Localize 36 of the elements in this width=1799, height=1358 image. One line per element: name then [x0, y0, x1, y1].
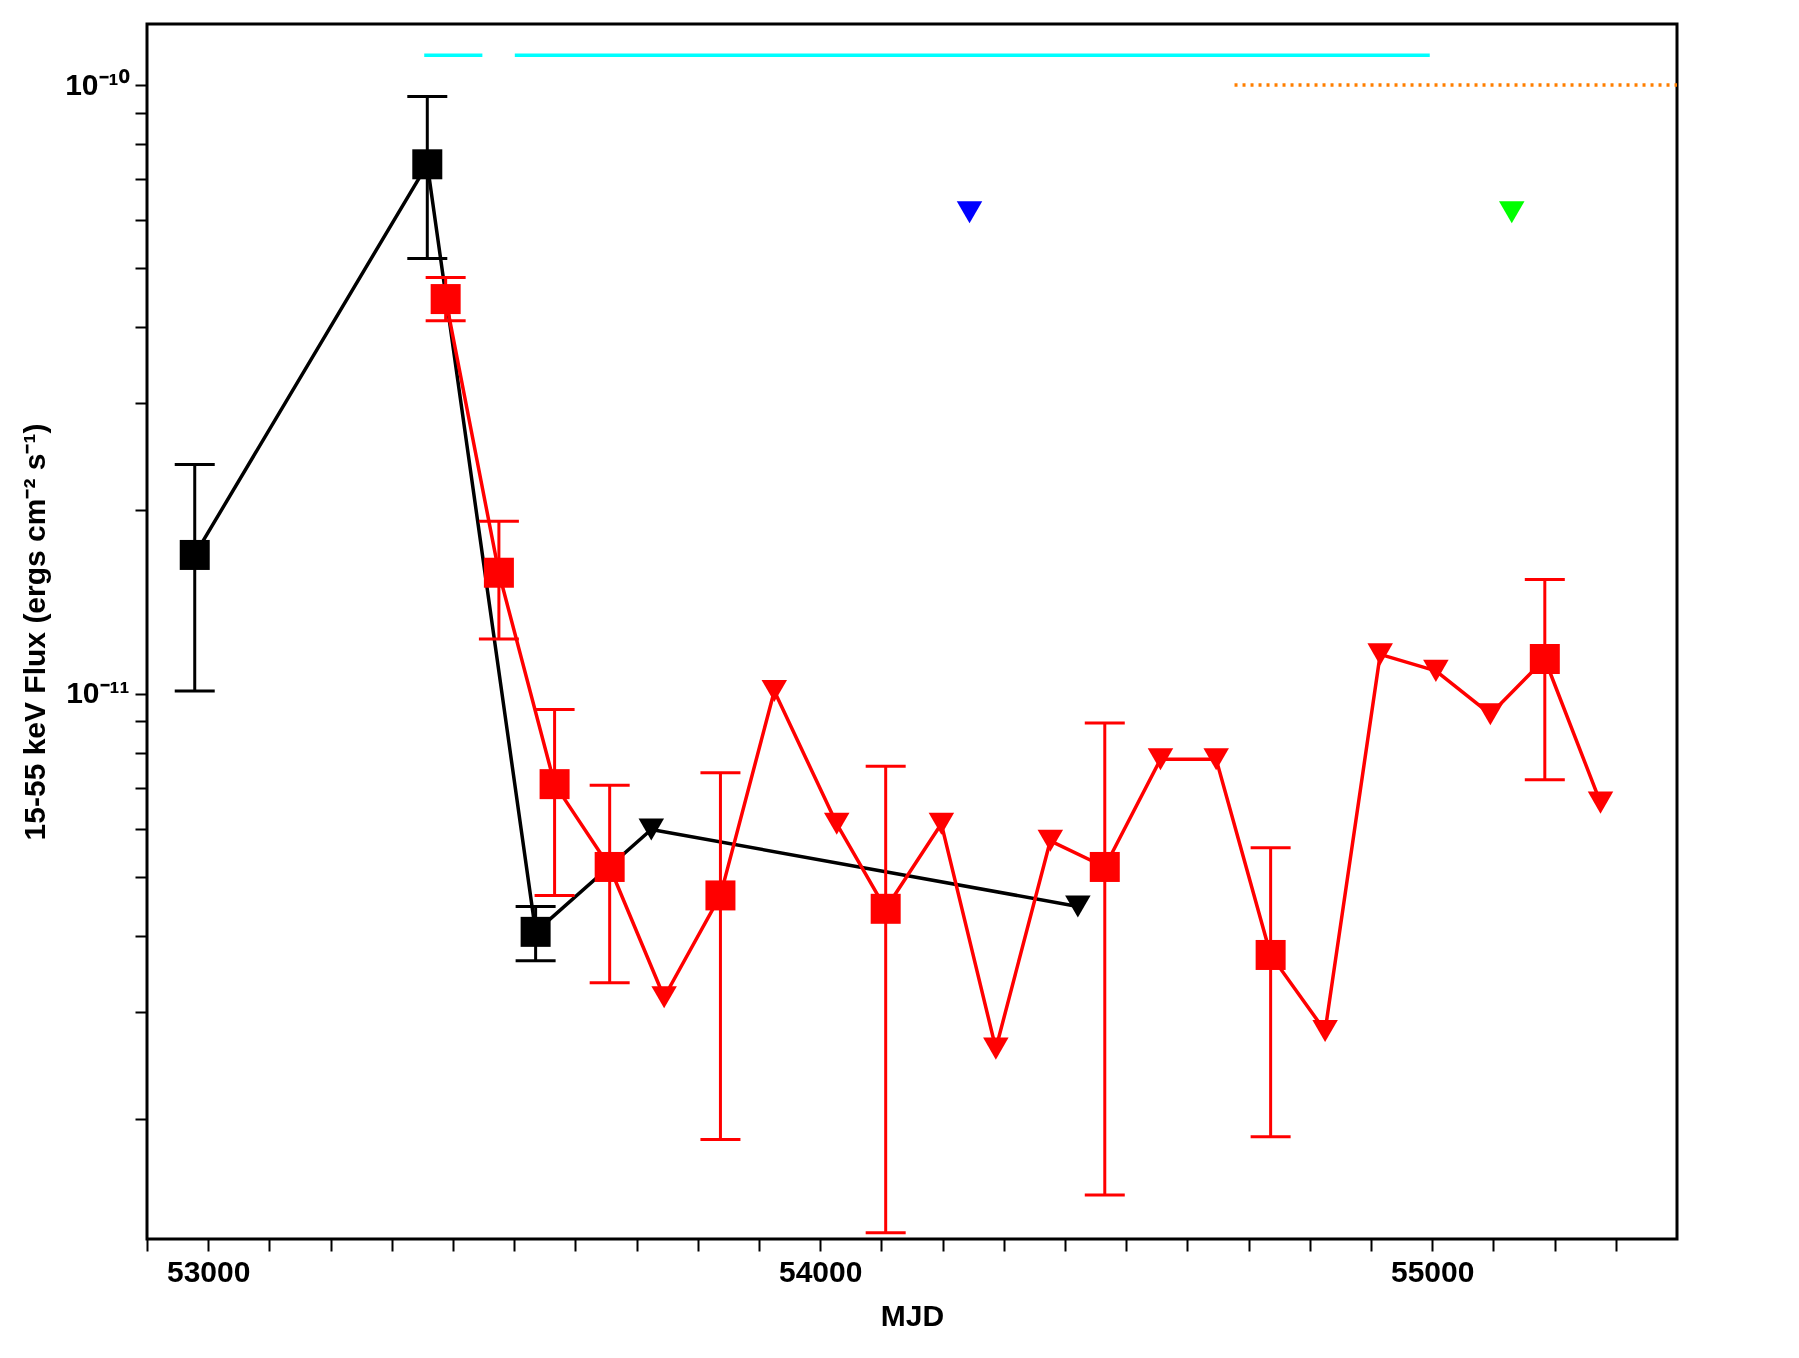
point	[430, 284, 461, 315]
point	[983, 1037, 1009, 1060]
point	[956, 201, 983, 224]
y-axis-title: 15-55 keV Flux (ergs cm⁻² s⁻¹)	[18, 423, 52, 841]
point	[412, 149, 443, 180]
point	[483, 557, 514, 588]
point	[705, 880, 736, 911]
y-tick-label: 10⁻¹⁰	[65, 67, 130, 101]
x-tick-label: 54000	[778, 1254, 863, 1288]
point	[1065, 895, 1091, 918]
point	[520, 916, 551, 947]
point	[638, 818, 665, 841]
point	[651, 986, 677, 1009]
point	[179, 539, 210, 570]
point	[870, 893, 901, 924]
point	[1037, 829, 1064, 852]
point	[1089, 851, 1120, 882]
y-tick-label: 10⁻¹¹	[66, 676, 130, 710]
point	[1477, 703, 1504, 726]
point	[1499, 201, 1525, 224]
point	[594, 851, 625, 882]
point	[823, 812, 850, 835]
point	[1529, 644, 1560, 674]
point	[1147, 748, 1174, 771]
point	[1255, 939, 1286, 970]
point	[1312, 1019, 1338, 1043]
point	[761, 679, 788, 703]
point	[539, 769, 570, 800]
x-axis-title: MJD	[880, 1298, 945, 1332]
x-tick-label: 53000	[166, 1254, 251, 1288]
point	[928, 812, 955, 835]
point	[1367, 643, 1393, 666]
point	[1587, 791, 1614, 814]
point	[1203, 748, 1229, 771]
point	[1423, 659, 1449, 682]
x-tick-label: 55000	[1390, 1254, 1475, 1288]
